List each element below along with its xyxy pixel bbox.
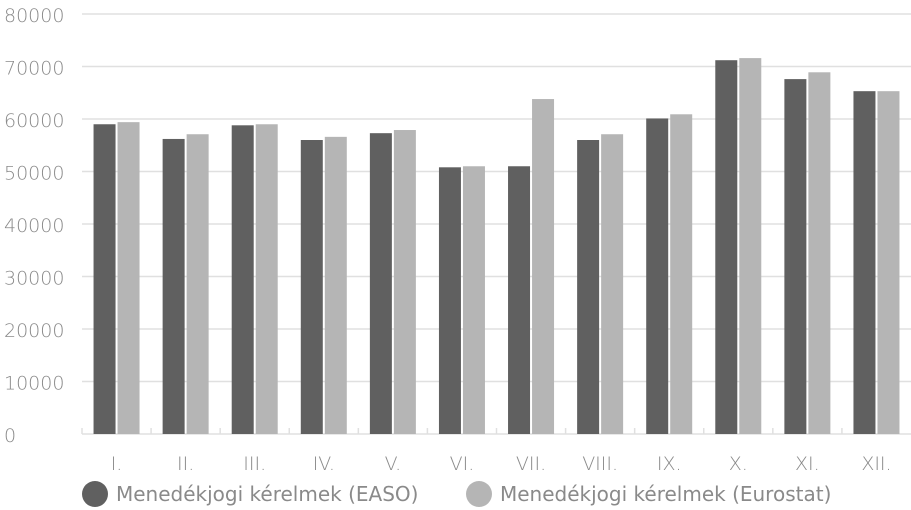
legend-swatch-eurostat (466, 481, 492, 507)
x-tick-label: X. (729, 453, 748, 475)
legend-item-eurostat[interactable]: Menedékjogi kérelmek (Eurostat) (466, 478, 831, 510)
x-tick-label: II. (177, 453, 194, 475)
bar-easo-4[interactable] (369, 133, 392, 435)
bar-chart: 0 10000 20000 30000 40000 50000 60000 70000 8000… (4, 5, 911, 475)
x-tick-label: XI. (795, 453, 820, 475)
x-tick-label: III. (243, 453, 266, 475)
bar-eurostat-7[interactable] (601, 134, 624, 434)
bar-easo-6[interactable] (508, 166, 531, 434)
bar-easo-3[interactable] (300, 140, 323, 434)
y-tick-label: 10000 (4, 373, 64, 395)
bar-eurostat-6[interactable] (532, 99, 555, 435)
bar-eurostat-10[interactable] (808, 72, 831, 435)
x-tick-label: VIII. (582, 453, 618, 475)
x-tick-label: IX. (657, 453, 682, 475)
bar-eurostat-1[interactable] (186, 134, 209, 434)
bar-easo-10[interactable] (784, 79, 807, 434)
bar-easo-1[interactable] (162, 138, 185, 434)
bar-eurostat-8[interactable] (670, 114, 693, 435)
legend: Menedékjogi kérelmek (EASO) Menedékjogi … (0, 478, 911, 510)
legend-label-easo: Menedékjogi kérelmek (EASO) (116, 482, 419, 506)
y-tick-label: 60000 (4, 110, 64, 132)
legend-swatch-easo (82, 481, 108, 507)
bar-easo-0[interactable] (93, 124, 116, 434)
x-tick-label: V. (385, 453, 402, 475)
bar-easo-5[interactable] (438, 167, 461, 435)
y-tick-label: 50000 (4, 163, 64, 185)
y-tick-label: 20000 (4, 320, 64, 342)
bar-easo-11[interactable] (853, 91, 876, 435)
bar-eurostat-9[interactable] (739, 58, 762, 434)
bar-eurostat-2[interactable] (255, 124, 278, 434)
x-tick-label: VII. (516, 453, 546, 475)
bar-easo-8[interactable] (646, 118, 669, 434)
y-tick-label: 40000 (4, 215, 64, 237)
y-tick-label: 70000 (4, 58, 64, 80)
legend-label-eurostat: Menedékjogi kérelmek (Eurostat) (500, 482, 832, 506)
bar-easo-7[interactable] (577, 140, 600, 434)
legend-item-easo[interactable]: Menedékjogi kérelmek (EASO) (82, 478, 418, 510)
bar-eurostat-0[interactable] (117, 122, 140, 435)
bar-eurostat-3[interactable] (324, 136, 347, 434)
x-tick-label: XII. (861, 453, 891, 475)
x-tick-label: IV. (313, 453, 335, 475)
bar-eurostat-5[interactable] (462, 166, 485, 434)
bar-eurostat-4[interactable] (393, 130, 416, 434)
bar-eurostat-11[interactable] (877, 91, 900, 435)
y-tick-label: 80000 (4, 5, 64, 27)
bar-easo-2[interactable] (231, 125, 254, 435)
y-tick-label: 0 (4, 425, 16, 447)
bar-easo-9[interactable] (715, 60, 738, 434)
x-tick-label: I. (111, 453, 123, 475)
x-tick-label: VI. (450, 453, 475, 475)
y-tick-label: 30000 (4, 268, 64, 290)
